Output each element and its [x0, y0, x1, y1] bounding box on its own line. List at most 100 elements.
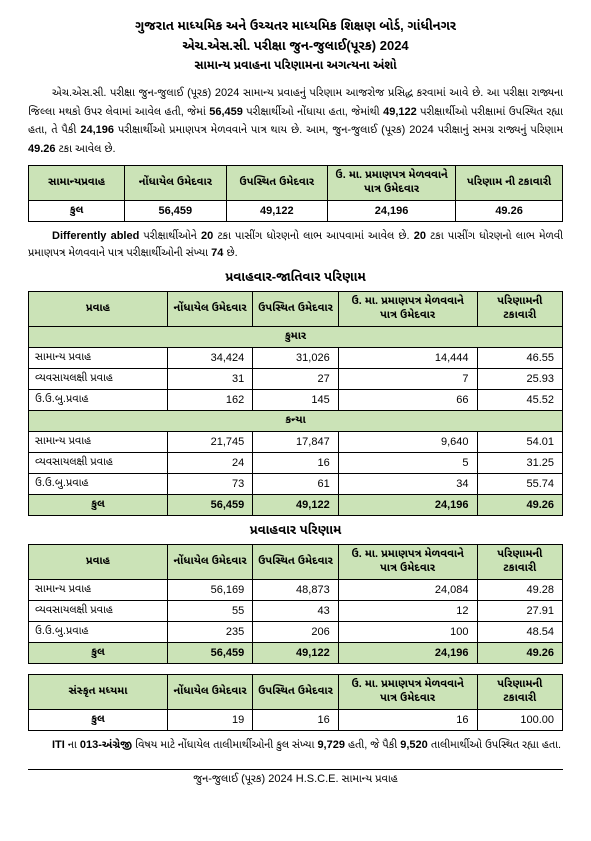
sum-c2: 49,122	[226, 200, 327, 221]
p1-app: 49,122	[383, 106, 417, 118]
g-m2-name: વ્યવસાયલક્ષી પ્રવાહ	[29, 368, 168, 389]
da-20b: 20	[414, 230, 426, 242]
sum-c1: 56,459	[125, 200, 226, 221]
summary-table: સામાન્યપ્રવાહ નોંધાયેલ ઉમેદવાર ઉપસ્થિત ઉ…	[28, 165, 563, 222]
s-th-app: ઉપસ્થિત ઉમેદવાર	[253, 544, 338, 579]
g-th-stream: પ્રવાહ	[29, 291, 168, 326]
s3-app: 206	[253, 621, 338, 642]
g-f2-pass: 5	[338, 452, 477, 473]
table-row: ઉ.ઉ.બુ.પ્રવાહ 73 61 34 55.74	[29, 473, 563, 494]
s1-reg: 56,169	[167, 579, 252, 600]
section-title-stream: પ્રવાહવાર પરિણામ	[28, 522, 563, 540]
da-a: Differently abled	[52, 230, 139, 242]
g-tot-lbl: કુલ	[29, 494, 168, 515]
g-f3-pct: 55.74	[477, 473, 562, 494]
s3-pct: 48.54	[477, 621, 562, 642]
header-line1: ગુજરાત માધ્યમિક અને ઉચ્ચતર માધ્યમિક શિક્…	[28, 18, 563, 36]
s1-name: સામાન્ય પ્રવાહ	[29, 579, 168, 600]
g-f3-app: 61	[253, 473, 338, 494]
g-tot-pass: 24,196	[338, 494, 477, 515]
sk-pct: 100.00	[477, 709, 562, 730]
da-74: 74	[211, 247, 223, 259]
gender-table: પ્રવાહ નોંધાયેલ ઉમેદવાર ઉપસ્થિત ઉમેદવાર …	[28, 291, 563, 516]
table-row: વ્યવસાયલક્ષી પ્રવાહ 24 16 5 31.25	[29, 452, 563, 473]
g-th-app: ઉપસ્થિત ઉમેદવાર	[253, 291, 338, 326]
s-th-pct: પરિણામની ટકાવારી	[477, 544, 562, 579]
table-row: સામાન્ય પ્રવાહ 34,424 31,026 14,444 46.5…	[29, 347, 563, 368]
iti-b: ના	[65, 739, 80, 751]
g-th-reg: નોંધાયેલ ઉમેદવાર	[167, 291, 252, 326]
g-f1-name: સામાન્ય પ્રવાહ	[29, 431, 168, 452]
iti-f: તાલીમાર્થીઓ ઉપસ્થિત રહ્યા હતા.	[428, 739, 561, 751]
s-tot-pct: 49.26	[477, 642, 562, 663]
table-row: સામાન્ય પ્રવાહ 56,169 48,873 24,084 49.2…	[29, 579, 563, 600]
g-m2-app: 27	[253, 368, 338, 389]
g-tot-app: 49,122	[253, 494, 338, 515]
sanskrit-table: સંસ્કૃત મધ્યમા નોંધાયેલ ઉમેદવાર ઉપસ્થિત …	[28, 674, 563, 731]
g-m3-pct: 45.52	[477, 389, 562, 410]
sum-h2: નોંધાયેલ ઉમેદવાર	[125, 165, 226, 200]
s3-pass: 100	[338, 621, 477, 642]
sum-h3: ઉપસ્થિત ઉમેદવાર	[226, 165, 327, 200]
s1-pct: 49.28	[477, 579, 562, 600]
intro-paragraph: એચ.એસ.સી. પરીક્ષા જુન-જુલાઈ (પૂરક) 2024 …	[28, 84, 563, 159]
sum-h1: સામાન્યપ્રવાહ	[29, 165, 125, 200]
g-f1-reg: 21,745	[167, 431, 252, 452]
g-f1-pass: 9,640	[338, 431, 477, 452]
g-m1-reg: 34,424	[167, 347, 252, 368]
s-tot-pass: 24,196	[338, 642, 477, 663]
g-f3-pass: 34	[338, 473, 477, 494]
s2-reg: 55	[167, 600, 252, 621]
sum-c4v: 49.26	[495, 205, 523, 217]
g-f2-app: 16	[253, 452, 338, 473]
sk-th-app: ઉપસ્થિત ઉમેદવાર	[253, 674, 338, 709]
iti-a: ITI	[52, 739, 65, 751]
table-row: વ્યવસાયલક્ષી પ્રવાહ 31 27 7 25.93	[29, 368, 563, 389]
table-row: વ્યવસાયલક્ષી પ્રવાહ 55 43 12 27.91	[29, 600, 563, 621]
sk-th-reg: નોંધાયેલ ઉમેદવાર	[167, 674, 252, 709]
s2-pass: 12	[338, 600, 477, 621]
sum-h4: ઉ. મા. પ્રમાણપત્ર મેળવવાને પાત્ર ઉમેદવાર	[328, 165, 456, 200]
p1d: પરીક્ષાર્થીઓ પ્રમાણપત્ર મેળવવાને પાત્ર થ…	[114, 124, 563, 136]
iti-d: વિષય માટે નોંધાયેલ તાલીમાર્થીઓની કુલ સંખ…	[132, 739, 317, 751]
s2-app: 43	[253, 600, 338, 621]
sk-rowlabel: કુલ	[29, 709, 168, 730]
g-m3-app: 145	[253, 389, 338, 410]
g-m3-reg: 162	[167, 389, 252, 410]
stream-table: પ્રવાહ નોંધાયેલ ઉમેદવાર ઉપસ્થિત ઉમેદવાર …	[28, 544, 563, 664]
g-male-hdr: કુમાર	[29, 326, 563, 347]
p1-pass: 24,196	[80, 124, 114, 136]
s-tot-app: 49,122	[253, 642, 338, 663]
g-m2-pass: 7	[338, 368, 477, 389]
s3-name: ઉ.ઉ.બુ.પ્રવાહ	[29, 621, 168, 642]
sk-app: 16	[253, 709, 338, 730]
header-line3: સામાન્ય પ્રવાહના પરિણામના અગત્યના અંશો	[28, 58, 563, 74]
sum-rowlabel: કુલ	[29, 200, 125, 221]
s3-reg: 235	[167, 621, 252, 642]
g-f1-pct: 54.01	[477, 431, 562, 452]
s2-pct: 27.91	[477, 600, 562, 621]
g-m1-app: 31,026	[253, 347, 338, 368]
sk-th-pass: ઉ. મા. પ્રમાણપત્ર મેળવવાને પાત્ર ઉમેદવાર	[338, 674, 477, 709]
table-row: ઉ.ઉ.બુ.પ્રવાહ 235 206 100 48.54	[29, 621, 563, 642]
g-m3-pass: 66	[338, 389, 477, 410]
g-f2-name: વ્યવસાયલક્ષી પ્રવાહ	[29, 452, 168, 473]
g-f3-name: ઉ.ઉ.બુ.પ્રવાહ	[29, 473, 168, 494]
iti-n2: 9,520	[400, 739, 428, 751]
g-f1-app: 17,847	[253, 431, 338, 452]
sk-reg: 19	[167, 709, 252, 730]
sum-c3v: 24,196	[375, 205, 409, 217]
sk-title: સંસ્કૃત મધ્યમા	[29, 674, 168, 709]
p1-pct: 49.26	[28, 143, 56, 155]
s-th-pass: ઉ. મા. પ્રમાણપત્ર મેળવવાને પાત્ર ઉમેદવાર	[338, 544, 477, 579]
g-tot-pct: 49.26	[477, 494, 562, 515]
g-f2-pct: 31.25	[477, 452, 562, 473]
g-m3-name: ઉ.ઉ.બુ.પ્રવાહ	[29, 389, 168, 410]
iti-note: ITI ના 013-અંગ્રેજી વિષય માટે નોંધાયેલ ત…	[28, 737, 563, 755]
iti-c: 013-અંગ્રેજી	[80, 739, 132, 751]
table-row: કુલ 19 16 16 100.00	[29, 709, 563, 730]
da-20a: 20	[201, 230, 213, 242]
g-f3-reg: 73	[167, 473, 252, 494]
p1b: પરીક્ષાર્થીઓ નોંધાયા હતા, જેમાંથી	[243, 106, 383, 118]
g-m1-name: સામાન્ય પ્રવાહ	[29, 347, 168, 368]
